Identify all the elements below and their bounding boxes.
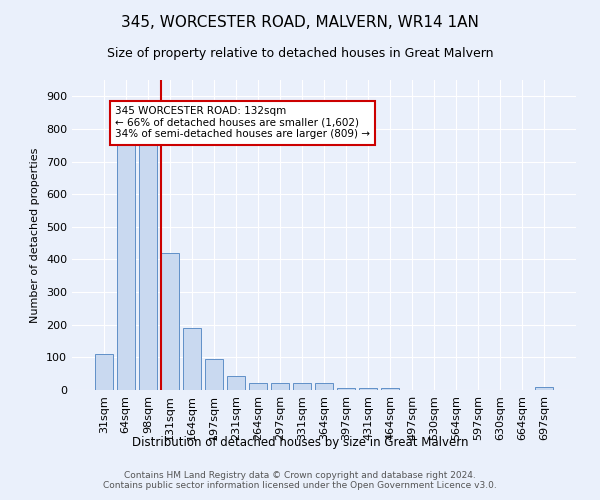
Bar <box>337 388 355 390</box>
Bar <box>381 388 399 390</box>
Bar <box>315 383 333 390</box>
Bar <box>227 376 245 390</box>
Text: Size of property relative to detached houses in Great Malvern: Size of property relative to detached ho… <box>107 48 493 60</box>
Bar <box>161 253 179 390</box>
Bar <box>249 383 267 390</box>
Bar <box>293 384 311 390</box>
Bar <box>271 383 289 390</box>
Bar <box>95 354 113 390</box>
Text: 345, WORCESTER ROAD, MALVERN, WR14 1AN: 345, WORCESTER ROAD, MALVERN, WR14 1AN <box>121 15 479 30</box>
Text: Contains HM Land Registry data © Crown copyright and database right 2024.
Contai: Contains HM Land Registry data © Crown c… <box>103 470 497 490</box>
Bar <box>205 359 223 390</box>
Y-axis label: Number of detached properties: Number of detached properties <box>31 148 40 322</box>
Bar <box>139 146 157 390</box>
Bar <box>535 388 553 390</box>
Text: Distribution of detached houses by size in Great Malvern: Distribution of detached houses by size … <box>132 436 468 449</box>
Text: 345 WORCESTER ROAD: 132sqm
← 66% of detached houses are smaller (1,602)
34% of s: 345 WORCESTER ROAD: 132sqm ← 66% of deta… <box>115 106 370 140</box>
Bar <box>183 328 200 390</box>
Bar <box>117 146 134 390</box>
Bar <box>359 388 377 390</box>
